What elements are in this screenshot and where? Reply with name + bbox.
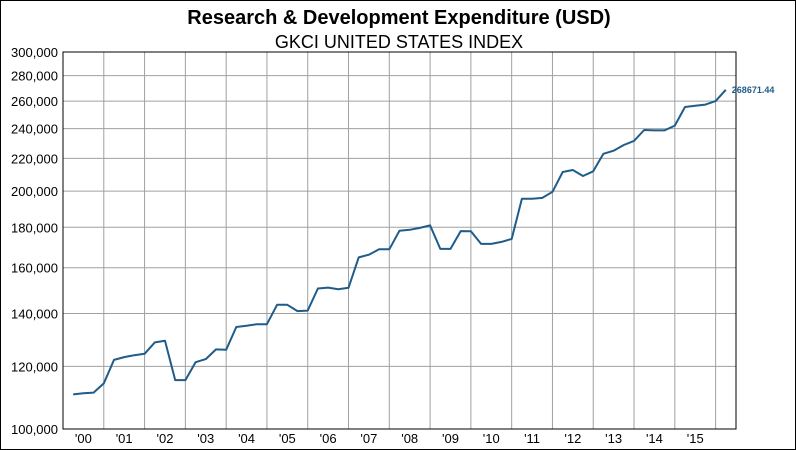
y-tick-label: 160,000 [11, 261, 58, 276]
y-tick-label: 280,000 [11, 69, 58, 84]
x-tick-label: '00 [75, 431, 92, 446]
chart-title: Research & Development Expenditure (USD) [187, 7, 611, 29]
y-tick-label: 220,000 [11, 151, 58, 166]
y-tick-label: 200,000 [11, 184, 58, 199]
y-axis-tick-labels: 100,000 120,000 140,000 160,000 180,000 200,0… [11, 45, 58, 437]
x-tick-label: '03 [197, 431, 214, 446]
horizontal-gridlines [63, 51, 736, 430]
y-tick-label: 240,000 [11, 122, 58, 137]
y-tick-label: 180,000 [11, 220, 58, 235]
y-tick-label: 100,000 [11, 422, 58, 437]
x-tick-label: '07 [360, 431, 377, 446]
y-tick-label: 300,000 [11, 45, 58, 60]
x-tick-label: '12 [564, 431, 581, 446]
y-tick-label: 260,000 [11, 94, 58, 109]
x-tick-label: '13 [605, 431, 622, 446]
x-tick-label: '11 [524, 431, 540, 446]
x-tick-label: '14 [646, 431, 663, 446]
x-tick-label: '06 [320, 431, 337, 446]
plot-area-border [62, 51, 737, 430]
x-tick-label: '05 [279, 431, 296, 446]
x-tick-label: '09 [442, 431, 459, 446]
x-tick-label: '08 [401, 431, 418, 446]
x-tick-label: '15 [687, 431, 704, 446]
x-tick-label: '01 [116, 431, 133, 446]
x-axis-tick-labels: '00 '01 '02 '03 '04 '05 '06 '07 '08 '09 '10 '11 '12 '… [75, 431, 704, 446]
x-tick-label: '02 [156, 431, 173, 446]
series-line [73, 89, 727, 396]
chart-subtitle: GKCI UNITED STATES INDEX [274, 32, 524, 52]
x-tick-label: '04 [238, 431, 255, 446]
y-tick-label: 140,000 [11, 307, 58, 322]
vertical-gridlines [62, 52, 717, 429]
x-tick-label: '10 [483, 431, 500, 446]
last-value-label: 268671.44 [732, 85, 775, 95]
y-tick-label: 120,000 [11, 359, 58, 374]
